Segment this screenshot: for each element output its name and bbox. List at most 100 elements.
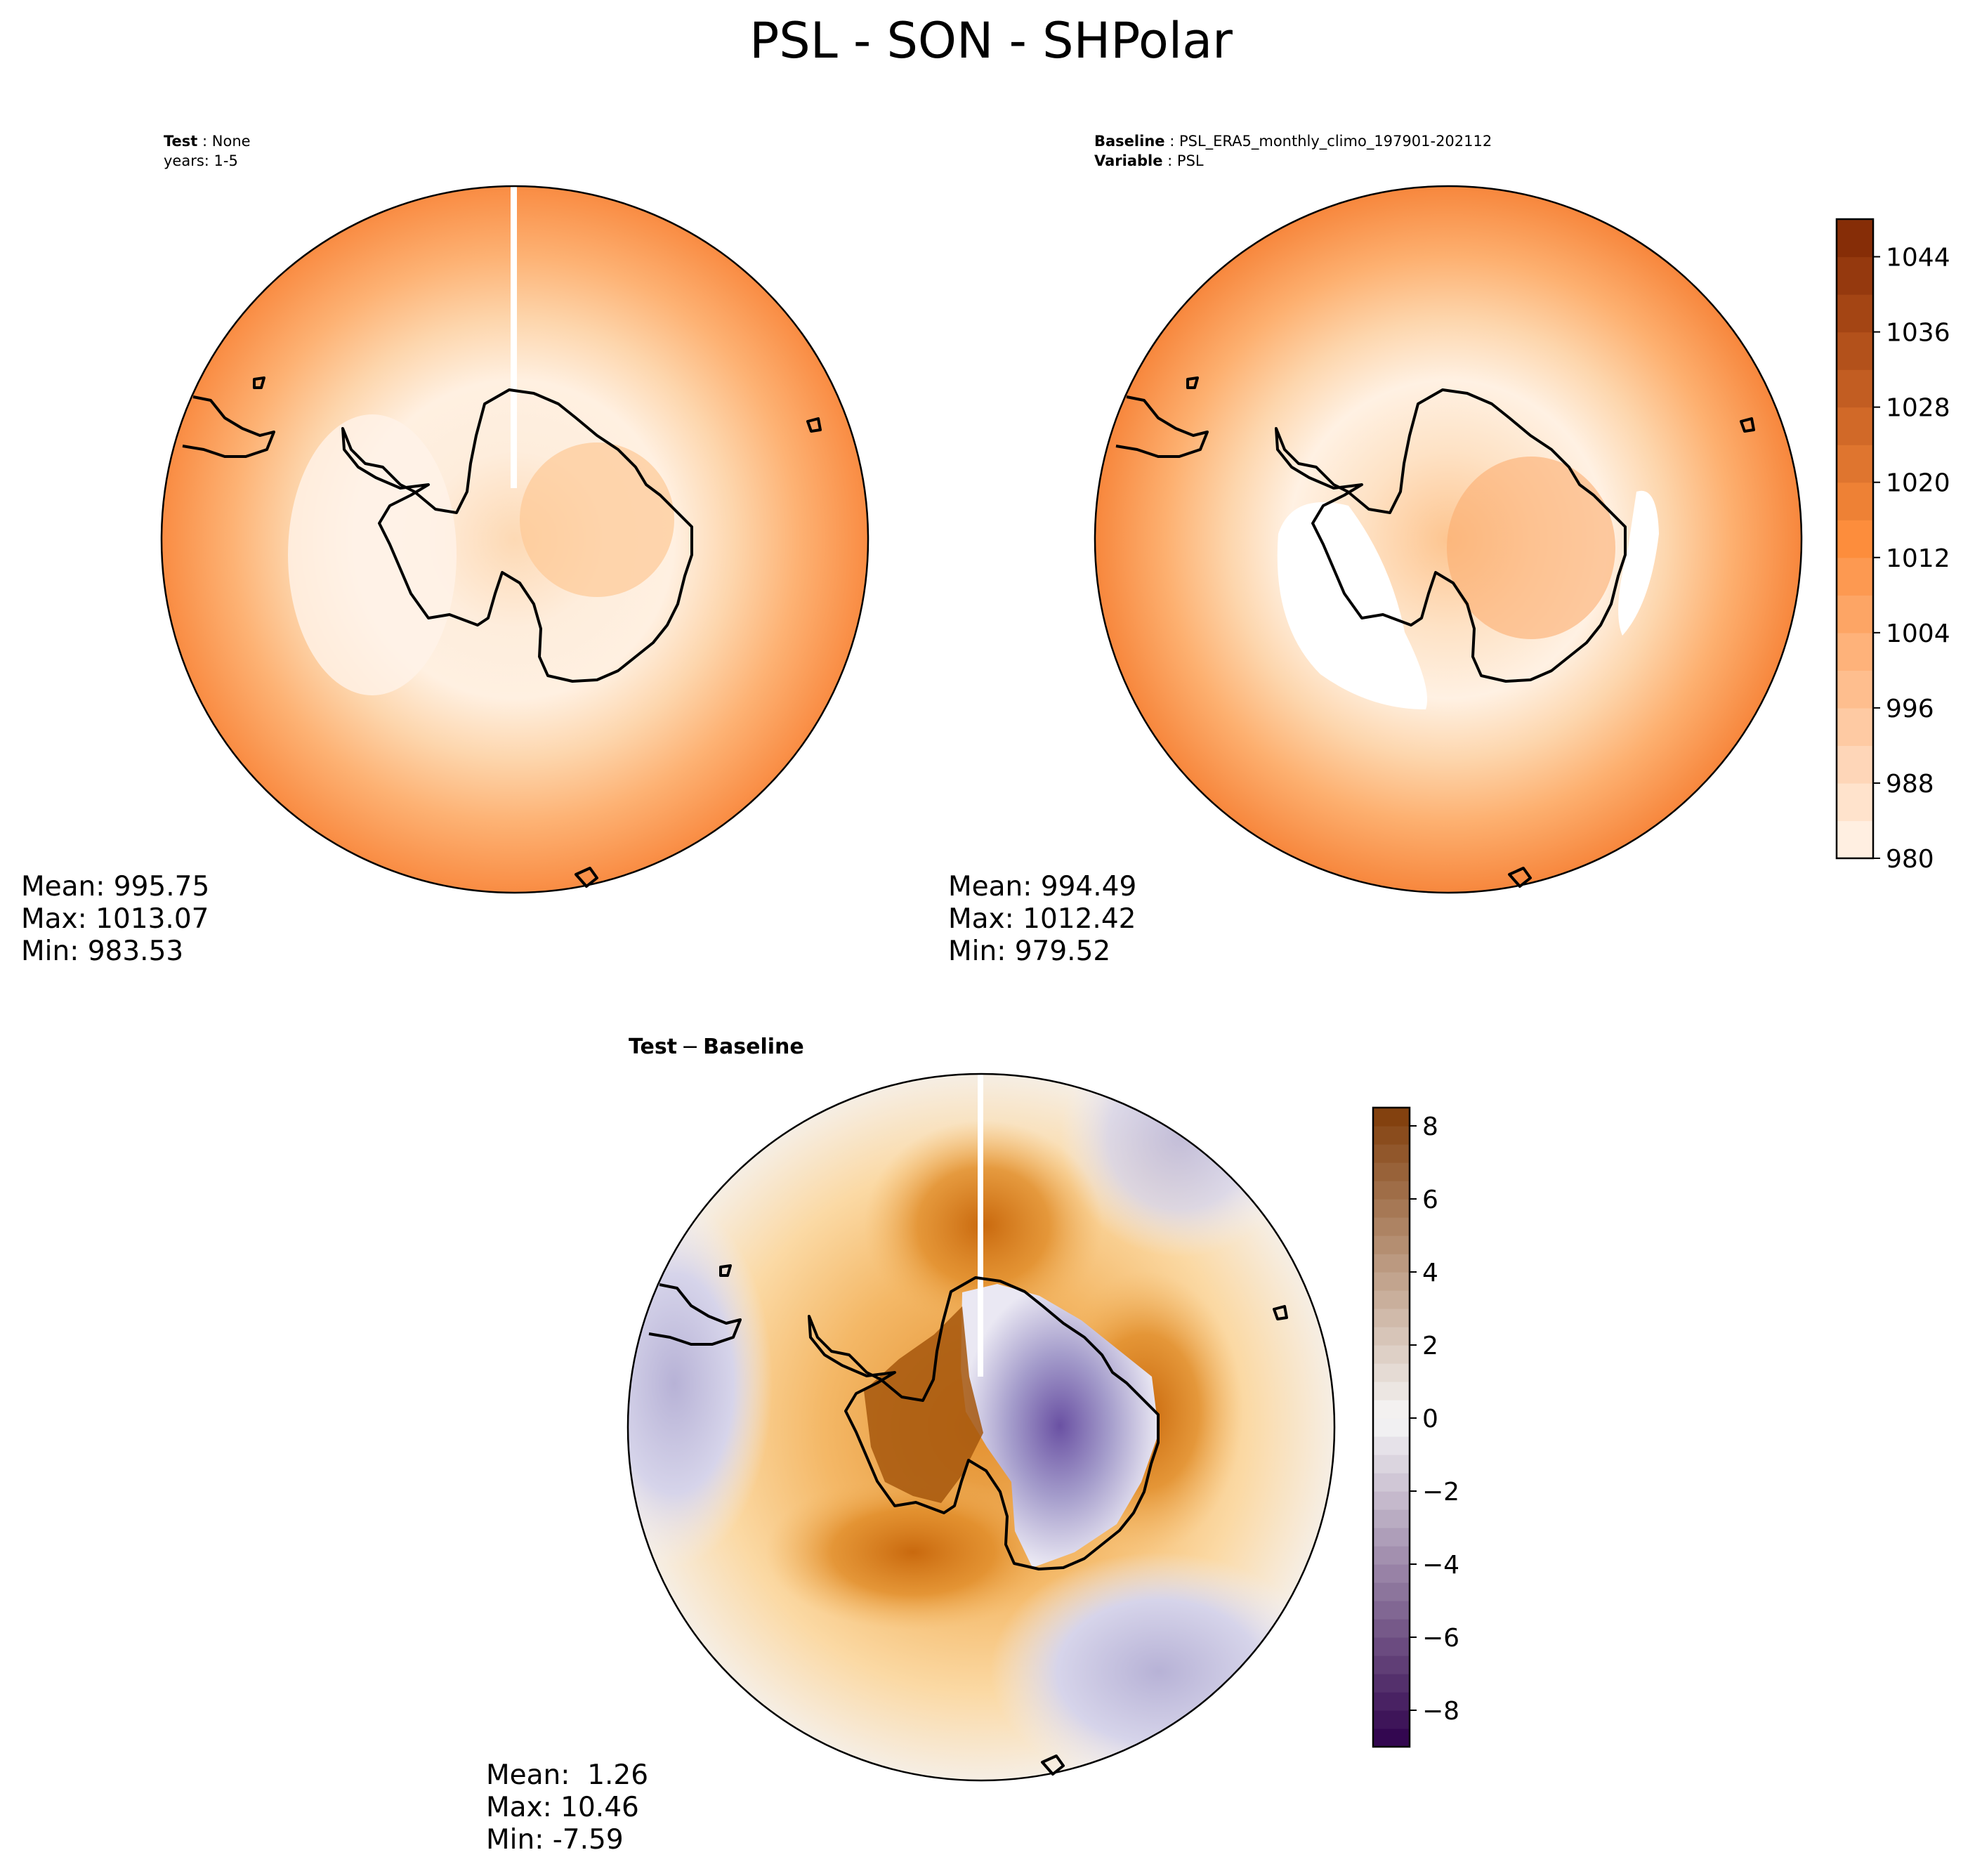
main-colorbar-segment xyxy=(1837,632,1873,671)
diff-colorbar-segment xyxy=(1373,1582,1410,1601)
diff-colorbar-ticks: −8 −6 −4 −2 0 2 4 6 8 xyxy=(1410,1113,1459,1726)
diff-colorbar-tick-label: 2 xyxy=(1422,1332,1438,1360)
test-min-stat: Min: 983.53 xyxy=(21,936,183,967)
diff-colorbar-segment xyxy=(1373,1528,1410,1547)
diff-colorbar-segment xyxy=(1373,1345,1410,1364)
test-max-stat: Max: 1013.07 xyxy=(21,903,209,935)
main-colorbar-segment xyxy=(1837,332,1873,370)
main-colorbar-segment xyxy=(1837,670,1873,709)
diff-max-stat: Max: 10.46 xyxy=(486,1792,639,1823)
test-header-label: Test xyxy=(164,133,197,150)
diff-south-america-coastline xyxy=(648,1283,742,1346)
test-panel: Test : None years: 1-5 Mean: 995.75 Max:… xyxy=(21,133,869,967)
diff-colorbar-segment xyxy=(1373,1126,1410,1145)
diff-antarctic-interior-negative xyxy=(961,1284,1159,1568)
diff-colorbar-segment xyxy=(1373,1162,1410,1181)
test-island-falklands xyxy=(253,376,265,389)
diff-header-test: Test xyxy=(629,1035,677,1059)
diff-colorbar-segment xyxy=(1373,1564,1410,1583)
main-colorbar-segment xyxy=(1837,782,1873,822)
main-colorbar-segment xyxy=(1837,482,1873,520)
test-antarctica-coastline xyxy=(341,388,693,683)
diff-colorbar-segment xyxy=(1373,1108,1410,1127)
diff-colorbar-segment xyxy=(1373,1181,1410,1200)
test-header-value: None xyxy=(212,133,251,150)
diff-mean-stat: Mean: 1.26 xyxy=(486,1759,648,1791)
diff-map-border xyxy=(626,1073,1336,1782)
main-colorbar-ticks: 980 988 996 1004 1012 1020 1028 1036 1044 xyxy=(1873,244,1950,874)
test-south-america-coastline xyxy=(182,395,275,458)
baseline-header-label: Baseline xyxy=(1094,133,1165,150)
diff-colorbar-segment xyxy=(1373,1455,1410,1474)
diff-island-east xyxy=(1273,1305,1288,1320)
diff-colorbar-segment xyxy=(1373,1235,1410,1254)
test-header-years: years: 1-5 xyxy=(164,152,238,169)
main-colorbar-segments xyxy=(1837,219,1873,859)
diff-colorbar-tick-label: 8 xyxy=(1422,1113,1438,1141)
baseline-panel: Baseline : PSL_ERA5_monthly_climo_197901… xyxy=(948,133,1803,967)
diff-header-operator: − xyxy=(681,1035,699,1059)
diff-colorbar-segment xyxy=(1373,1254,1410,1273)
diff-colorbar-segment xyxy=(1373,1363,1410,1382)
baseline-panel-header: Baseline : PSL_ERA5_monthly_climo_197901… xyxy=(1094,133,1492,150)
main-colorbar-tick-label: 1036 xyxy=(1886,319,1950,348)
diff-colorbar-tick-label: −8 xyxy=(1422,1697,1459,1726)
diff-west-antarctica-positive xyxy=(864,1306,983,1503)
main-colorbar-segment xyxy=(1837,745,1873,784)
baseline-variable-header: Variable : PSL xyxy=(1094,152,1204,169)
diff-antarctica-coastline xyxy=(808,1276,1160,1570)
diff-colorbar-segment xyxy=(1373,1619,1410,1638)
baseline-island-south xyxy=(1508,867,1532,888)
test-data-seam xyxy=(511,186,517,488)
diff-colorbar-segment xyxy=(1373,1290,1410,1309)
diff-colorbar-segment xyxy=(1373,1400,1410,1419)
test-panel-header: Test : None xyxy=(164,133,251,150)
diff-panel-header: Test − Baseline xyxy=(629,1035,804,1059)
baseline-antarctica-coastline xyxy=(1275,388,1627,683)
main-colorbar-segment xyxy=(1837,219,1873,258)
baseline-map-border xyxy=(1094,185,1803,894)
main-colorbar-tick-label: 996 xyxy=(1886,695,1934,723)
main-colorbar-segment xyxy=(1837,256,1873,295)
baseline-island-falklands xyxy=(1186,376,1199,389)
main-colorbar-tick-label: 1020 xyxy=(1886,469,1950,498)
diff-colorbar-tick-label: −6 xyxy=(1422,1624,1459,1653)
main-colorbar-segment xyxy=(1837,557,1873,596)
diff-colorbar-segment xyxy=(1373,1272,1410,1291)
main-colorbar: 980 988 996 1004 1012 1020 1028 1036 1044 xyxy=(1835,218,1950,874)
main-colorbar-segment xyxy=(1837,445,1873,483)
diff-colorbar-segment xyxy=(1373,1637,1410,1656)
diff-colorbar-segment xyxy=(1373,1710,1410,1729)
main-colorbar-segment xyxy=(1837,294,1873,333)
diff-colorbar-segment xyxy=(1373,1509,1410,1528)
main-colorbar-tick-label: 1044 xyxy=(1886,244,1950,273)
main-colorbar-tick-label: 1028 xyxy=(1886,394,1950,423)
diff-island-falklands xyxy=(719,1264,732,1277)
main-colorbar-segment xyxy=(1837,820,1873,859)
baseline-max-stat: Max: 1012.42 xyxy=(948,903,1136,935)
diff-colorbar-segment xyxy=(1373,1674,1410,1693)
figure-title: PSL - SON - SHPolar xyxy=(749,12,1233,70)
baseline-header-value: PSL_ERA5_monthly_climo_197901-202112 xyxy=(1179,133,1492,150)
main-colorbar-segment xyxy=(1837,595,1873,634)
diff-colorbar-segment xyxy=(1373,1655,1410,1674)
diff-panel: Test − Baseline Mean: 1.26 Max: 10.46 Min:… xyxy=(486,1035,1336,1856)
diff-colorbar-tick-label: −4 xyxy=(1422,1551,1459,1580)
main-colorbar-segment xyxy=(1837,407,1873,445)
diff-colorbar-segments xyxy=(1373,1108,1410,1747)
diff-colorbar-segment xyxy=(1373,1692,1410,1711)
test-island-east xyxy=(806,417,822,433)
diff-island-south xyxy=(1041,1754,1065,1776)
test-header-separator: : xyxy=(197,133,211,150)
diff-colorbar-segment xyxy=(1373,1601,1410,1620)
main-colorbar-segment xyxy=(1837,520,1873,558)
diff-colorbar-segment xyxy=(1373,1144,1410,1163)
diff-header-baseline: Baseline xyxy=(703,1035,804,1059)
main-colorbar-tick-label: 988 xyxy=(1886,770,1934,799)
diff-colorbar-frame xyxy=(1372,1106,1411,1748)
diff-colorbar-segment xyxy=(1373,1217,1410,1236)
baseline-header-separator: : xyxy=(1165,133,1179,150)
diff-colorbar-segment xyxy=(1373,1473,1410,1492)
diff-data-seam xyxy=(978,1074,983,1377)
